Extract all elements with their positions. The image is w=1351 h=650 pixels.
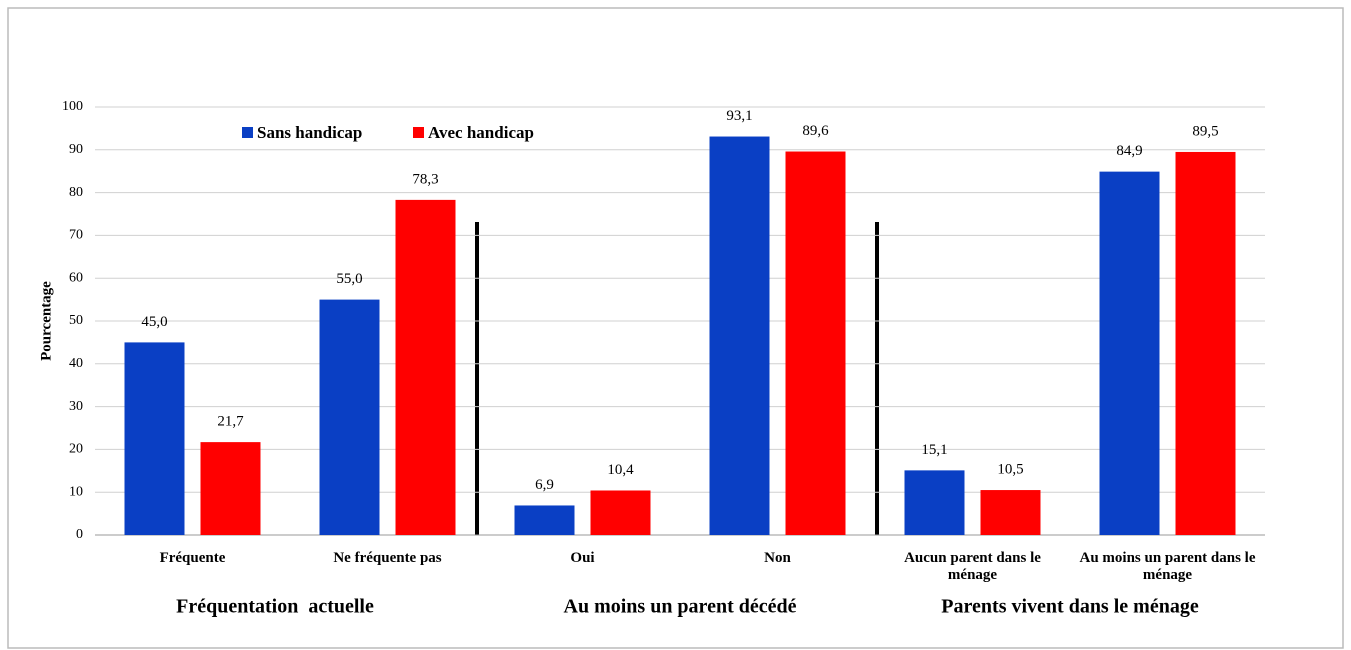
y-tick-label: 60	[69, 270, 83, 285]
y-tick-label: 50	[69, 313, 83, 328]
legend-label: Sans handicap	[257, 123, 362, 142]
y-tick-label: 20	[69, 442, 83, 457]
y-tick-label: 40	[69, 356, 83, 371]
value-label: 84,9	[1116, 143, 1142, 159]
group-label: Au moins un parent décédé	[564, 596, 797, 618]
bar	[590, 490, 651, 535]
bar	[785, 151, 846, 535]
legend-swatch	[413, 127, 424, 138]
bar	[395, 199, 456, 535]
x-tick-label: Fréquente	[159, 550, 226, 566]
value-label: 78,3	[412, 171, 438, 187]
bar	[1099, 171, 1160, 536]
value-label: 45,0	[141, 314, 167, 330]
legend-swatch	[242, 127, 253, 138]
frame	[7, 7, 1344, 649]
value-label: 55,0	[336, 271, 362, 287]
value-label: 10,4	[607, 462, 634, 478]
value-label: 93,1	[726, 108, 752, 124]
x-tick-label: Oui	[570, 550, 595, 566]
bar	[514, 505, 575, 535]
y-tick-label: 80	[69, 185, 83, 200]
y-tick-label: 30	[69, 399, 83, 414]
value-label: 89,5	[1192, 123, 1218, 139]
bar	[1175, 151, 1236, 535]
x-tick-label: Au moins un parent dans le ménage	[1079, 550, 1256, 583]
value-label: 21,7	[217, 414, 244, 430]
y-tick-label: 100	[62, 99, 83, 114]
value-label: 10,5	[997, 461, 1023, 477]
y-tick-label: 70	[69, 228, 83, 243]
value-label: 6,9	[535, 477, 554, 493]
y-tick-label: 90	[69, 142, 83, 157]
group-label: Fréquentation actuelle	[176, 596, 374, 618]
bar	[980, 490, 1041, 535]
x-tick-label: Non	[764, 550, 791, 566]
y-axis-label: Pourcentage	[38, 281, 54, 361]
bar	[709, 136, 770, 536]
value-label: 89,6	[802, 123, 829, 139]
bar	[124, 342, 185, 535]
x-tick-label: Ne fréquente pas	[333, 550, 442, 566]
value-label: 15,1	[921, 442, 947, 458]
bar	[319, 299, 380, 535]
bar	[200, 442, 261, 535]
y-tick-label: 10	[69, 484, 83, 499]
x-tick-label: Aucun parent dans le ménage	[904, 550, 1041, 583]
legend-label: Avec handicap	[428, 123, 534, 142]
bar	[904, 470, 965, 535]
group-label: Parents vivent dans le ménage	[941, 596, 1199, 618]
y-tick-label: 0	[76, 527, 83, 542]
